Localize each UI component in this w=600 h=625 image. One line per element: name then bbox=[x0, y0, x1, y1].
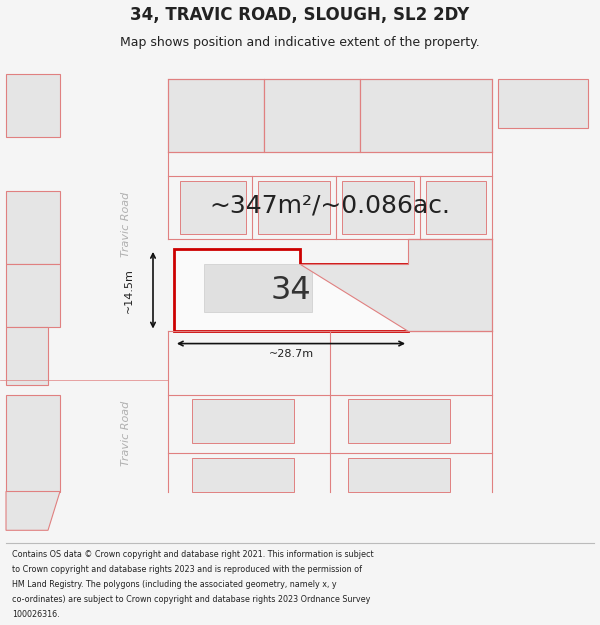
Text: 34, TRAVIC ROAD, SLOUGH, SL2 2DY: 34, TRAVIC ROAD, SLOUGH, SL2 2DY bbox=[130, 6, 470, 24]
Text: HM Land Registry. The polygons (including the associated geometry, namely x, y: HM Land Registry. The polygons (includin… bbox=[12, 580, 337, 589]
Bar bbox=[264, 79, 360, 152]
Text: Map shows position and indicative extent of the property.: Map shows position and indicative extent… bbox=[120, 36, 480, 49]
Polygon shape bbox=[6, 264, 60, 327]
Bar bbox=[192, 458, 294, 491]
Text: to Crown copyright and database rights 2023 and is reproduced with the permissio: to Crown copyright and database rights 2… bbox=[12, 565, 362, 574]
Bar bbox=[180, 181, 246, 234]
Polygon shape bbox=[6, 394, 60, 491]
Text: Travic Road: Travic Road bbox=[121, 401, 131, 466]
Text: ~347m²/~0.086ac.: ~347m²/~0.086ac. bbox=[209, 193, 451, 218]
Bar bbox=[348, 458, 450, 491]
Bar bbox=[258, 181, 330, 234]
Polygon shape bbox=[6, 327, 48, 385]
Polygon shape bbox=[6, 191, 60, 264]
Bar bbox=[426, 181, 486, 234]
Bar bbox=[498, 79, 588, 128]
Text: ~14.5m: ~14.5m bbox=[124, 268, 134, 312]
Text: ~28.7m: ~28.7m bbox=[268, 349, 314, 359]
Bar bbox=[192, 399, 294, 443]
Text: 34: 34 bbox=[271, 275, 311, 306]
Polygon shape bbox=[6, 491, 60, 530]
Bar bbox=[342, 181, 414, 234]
Bar bbox=[6, 74, 60, 138]
Text: Contains OS data © Crown copyright and database right 2021. This information is : Contains OS data © Crown copyright and d… bbox=[12, 550, 374, 559]
Bar bbox=[204, 264, 312, 312]
Text: co-ordinates) are subject to Crown copyright and database rights 2023 Ordnance S: co-ordinates) are subject to Crown copyr… bbox=[12, 595, 370, 604]
Bar bbox=[360, 79, 492, 152]
Polygon shape bbox=[174, 249, 408, 331]
Text: 100026316.: 100026316. bbox=[12, 610, 59, 619]
Bar bbox=[348, 399, 450, 443]
Text: Travic Road: Travic Road bbox=[121, 192, 131, 258]
Polygon shape bbox=[300, 239, 492, 331]
Bar bbox=[168, 79, 264, 152]
